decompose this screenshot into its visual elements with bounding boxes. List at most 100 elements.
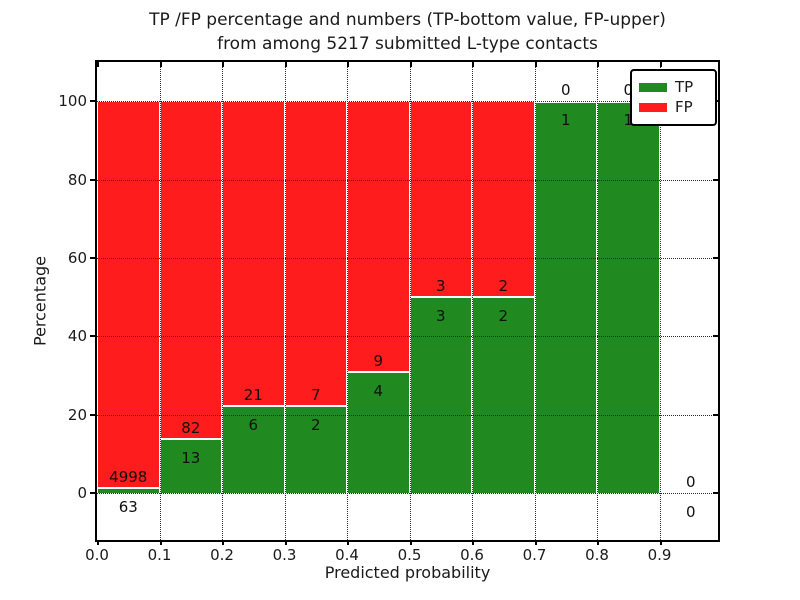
y-tick-mark: [90, 256, 97, 259]
x-tick-mark: [659, 62, 662, 67]
y-tick-mark: [713, 256, 718, 259]
horizontal-gridline: [97, 101, 718, 103]
x-tick-mark: [409, 540, 412, 545]
tp-bar-segment: [534, 101, 597, 493]
vertical-gridline: [472, 62, 473, 540]
horizontal-gridline: [97, 414, 718, 416]
x-tick-mark: [222, 62, 224, 67]
x-tick-label: 0.1: [147, 546, 172, 564]
y-tick-label: 40: [67, 327, 87, 346]
vertical-gridline: [347, 62, 348, 540]
x-tick-mark: [97, 540, 99, 545]
x-tick-label: 0.0: [85, 546, 109, 564]
tp-count-label: 1: [623, 111, 634, 130]
fp-bar-segment: [284, 101, 347, 406]
fp-bar-segment: [409, 101, 472, 298]
vertical-gridline: [659, 62, 661, 540]
fp-bar-segment: [97, 101, 160, 489]
tp-bar-segment: [97, 488, 160, 493]
vertical-gridline: [284, 62, 286, 540]
x-tick-mark: [409, 62, 412, 67]
horizontal-gridline: [97, 257, 718, 259]
tp-bar-segment: [222, 405, 285, 493]
fp-count-label: 0: [623, 81, 634, 100]
y-tick-mark: [90, 335, 97, 338]
fp-count-label: 0: [685, 472, 696, 491]
x-tick-mark: [97, 62, 99, 67]
x-tick-mark: [597, 540, 599, 545]
x-tick-mark: [472, 540, 474, 545]
x-tick-mark: [347, 540, 349, 545]
legend-item: FP: [639, 99, 709, 115]
fp-count-label: 21: [243, 385, 263, 404]
x-tick-mark: [347, 62, 349, 67]
tp-count-label: 6: [248, 415, 259, 434]
tp-bar-segment: [472, 297, 535, 493]
y-tick-mark: [713, 413, 718, 416]
x-tick-label: 0.5: [397, 546, 422, 564]
x-tick-label: 0.8: [585, 546, 609, 564]
vertical-gridline: [409, 62, 411, 540]
legend-swatch-icon: [639, 102, 667, 112]
x-tick-label: 0.4: [335, 546, 359, 564]
x-tick-label: 0.2: [210, 546, 234, 564]
fp-bar-segment: [472, 101, 535, 298]
y-tick-label: 20: [67, 405, 87, 424]
fp-count-label: 0: [560, 81, 571, 100]
tp-bar-segment: [597, 101, 660, 493]
chart-title: TP /FP percentage and numbers (TP-bottom…: [97, 8, 718, 56]
legend-label: TP: [675, 78, 694, 96]
x-tick-mark: [222, 540, 224, 545]
y-tick-mark: [90, 178, 97, 181]
x-tick-mark: [597, 62, 599, 67]
tp-bar-segment: [284, 405, 347, 493]
plot-area: TP FP 4998 63 82 13 21 6 7 2 9 4 3 3 2 2 0 1 0 1 0 0 0.0 0.1 0.…: [58, 60, 720, 564]
x-tick-mark: [659, 540, 662, 545]
legend-swatch-icon: [639, 82, 667, 92]
fp-bar-segment: [347, 101, 410, 373]
tp-count-label: 63: [118, 498, 138, 517]
legend-label: FP: [675, 98, 693, 116]
x-tick-label: 0.7: [522, 546, 547, 564]
tp-count-label: 2: [498, 307, 509, 326]
y-tick-label: 0: [77, 483, 87, 502]
tp-bar-segment: [347, 372, 410, 493]
x-tick-mark: [284, 62, 287, 67]
y-tick-mark: [90, 100, 97, 103]
y-tick-label: 80: [67, 170, 87, 189]
vertical-gridline: [534, 62, 536, 540]
y-tick-label: 100: [58, 92, 87, 111]
x-axis-label: Predicted probability: [324, 563, 491, 582]
tp-count-label: 0: [685, 502, 696, 521]
x-tick-label: 0.6: [460, 546, 484, 564]
tp-count-label: 4: [373, 382, 384, 401]
legend-item: TP: [639, 79, 709, 95]
vertical-gridline: [597, 62, 598, 540]
y-tick-mark: [90, 413, 97, 416]
x-tick-mark: [534, 62, 537, 67]
x-tick-mark: [284, 540, 287, 545]
vertical-gridline: [159, 62, 161, 540]
x-tick-mark: [534, 540, 537, 545]
fp-bar-segment: [159, 101, 222, 440]
chart-title-line1: TP /FP percentage and numbers (TP-bottom…: [149, 10, 666, 30]
horizontal-gridline: [97, 336, 718, 338]
y-tick-mark: [713, 491, 718, 494]
y-tick-mark: [90, 491, 97, 494]
horizontal-gridline: [97, 492, 718, 494]
fp-count-label: 3: [435, 277, 446, 296]
fp-count-label: 4998: [109, 468, 148, 487]
legend: TP FP: [630, 69, 717, 126]
y-tick-label: 60: [67, 248, 87, 267]
y-tick-mark: [713, 178, 718, 181]
tp-count-label: 1: [560, 111, 571, 130]
fp-count-label: 2: [498, 277, 509, 296]
tp-bar-segment: [409, 297, 472, 493]
x-tick-label: 0.3: [272, 546, 297, 564]
x-tick-mark: [472, 62, 474, 67]
chart-title-line2: from among 5217 submitted L-type contact…: [217, 34, 598, 54]
fp-count-label: 82: [181, 419, 201, 438]
fp-count-label: 9: [373, 352, 384, 371]
horizontal-gridline: [97, 179, 718, 181]
x-tick-mark: [159, 62, 162, 67]
